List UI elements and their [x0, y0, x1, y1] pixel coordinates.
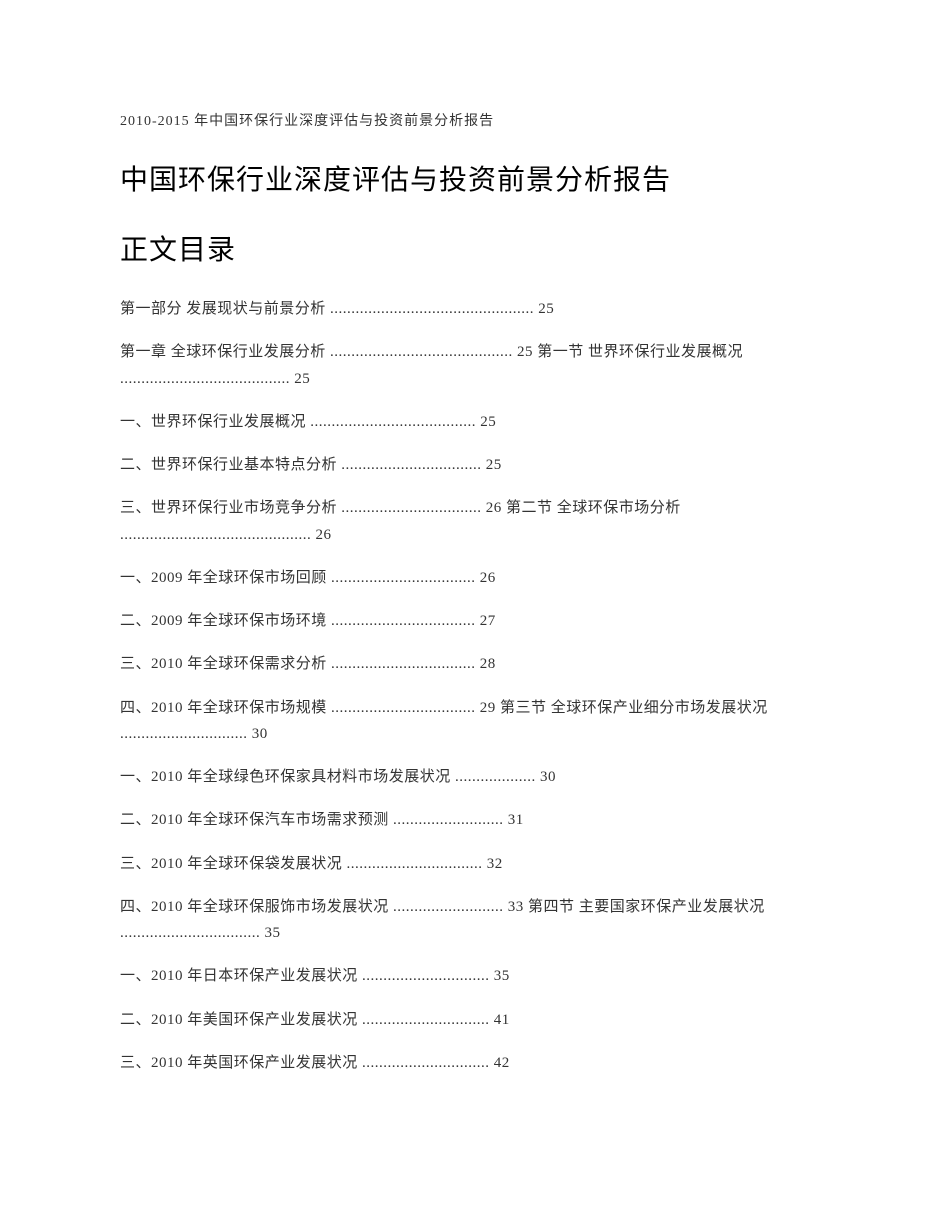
main-title: 中国环保行业深度评估与投资前景分析报告 — [120, 158, 830, 198]
subtitle-toc: 正文目录 — [120, 228, 830, 268]
toc-entry: 一、2009 年全球环保市场回顾 .......................… — [120, 565, 830, 591]
toc-entry: 二、2009 年全球环保市场环境 .......................… — [120, 608, 830, 634]
toc-entry: 一、2010 年日本环保产业发展状况 .....................… — [120, 963, 830, 989]
toc-entry: 四、2010 年全球环保服饰市场发展状况 ...................… — [120, 894, 830, 947]
toc-entry: 三、2010 年全球环保需求分析 .......................… — [120, 651, 830, 677]
toc-entry: 第一部分 发展现状与前景分析 .........................… — [120, 296, 830, 322]
toc-entry: 三、世界环保行业市场竞争分析 .........................… — [120, 495, 830, 548]
document-header: 2010-2015 年中国环保行业深度评估与投资前景分析报告 — [120, 110, 830, 130]
toc-entry: 一、2010 年全球绿色环保家具材料市场发展状况 ...............… — [120, 764, 830, 790]
toc-entry: 二、2010 年美国环保产业发展状况 .....................… — [120, 1007, 830, 1033]
toc-entry: 第一章 全球环保行业发展分析 .........................… — [120, 339, 830, 392]
toc-entry: 二、2010 年全球环保汽车市场需求预测 ...................… — [120, 807, 830, 833]
toc-entry: 三、2010 年全球环保袋发展状况 ......................… — [120, 851, 830, 877]
toc-entry: 一、世界环保行业发展概况 ...........................… — [120, 409, 830, 435]
toc-entry: 二、世界环保行业基本特点分析 .........................… — [120, 452, 830, 478]
toc-entry: 四、2010 年全球环保市场规模 .......................… — [120, 695, 830, 748]
toc-entry: 三、2010 年英国环保产业发展状况 .....................… — [120, 1050, 830, 1076]
